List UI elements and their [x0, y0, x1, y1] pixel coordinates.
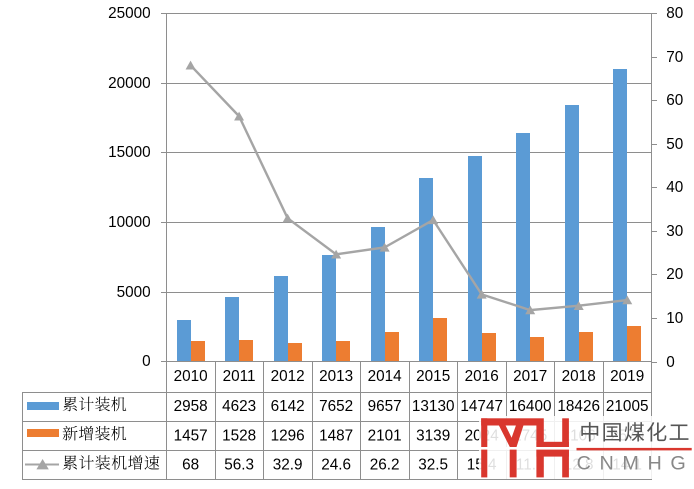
svg-text:25000: 25000 — [108, 5, 151, 22]
svg-text:1487: 1487 — [319, 427, 353, 444]
svg-text:2010: 2010 — [174, 368, 208, 385]
svg-text:2015: 2015 — [416, 368, 450, 385]
svg-text:2012: 2012 — [271, 368, 305, 385]
svg-text:14747: 14747 — [460, 398, 503, 415]
svg-text:70: 70 — [666, 49, 683, 66]
svg-text:24.6: 24.6 — [321, 457, 351, 474]
svg-text:6142: 6142 — [271, 398, 305, 415]
svg-text:20000: 20000 — [108, 75, 151, 92]
svg-text:26.2: 26.2 — [370, 457, 400, 474]
svg-text:2011: 2011 — [223, 368, 256, 385]
svg-text:7652: 7652 — [319, 398, 353, 415]
svg-text:21005: 21005 — [606, 398, 649, 415]
svg-text:68: 68 — [182, 457, 199, 474]
svg-text:4623: 4623 — [222, 398, 256, 415]
svg-text:1457: 1457 — [174, 427, 208, 444]
svg-text:60: 60 — [666, 92, 683, 109]
svg-text:0: 0 — [142, 353, 151, 370]
svg-text:2017: 2017 — [513, 368, 547, 385]
svg-text:2958: 2958 — [174, 398, 208, 415]
svg-text:2016: 2016 — [465, 368, 499, 385]
svg-text:1528: 1528 — [222, 427, 256, 444]
svg-text:56.3: 56.3 — [224, 457, 254, 474]
svg-text:18426: 18426 — [557, 398, 600, 415]
svg-text:50: 50 — [666, 136, 683, 153]
svg-text:13130: 13130 — [412, 398, 455, 415]
svg-text:32.9: 32.9 — [273, 457, 303, 474]
svg-text:5000: 5000 — [117, 284, 151, 301]
svg-text:10: 10 — [666, 310, 683, 327]
svg-text:CNMHG: CNMHG — [577, 453, 694, 475]
svg-text:3139: 3139 — [416, 427, 450, 444]
svg-text:80: 80 — [666, 5, 683, 22]
svg-text:20: 20 — [666, 266, 683, 283]
svg-text:2014: 2014 — [368, 368, 403, 385]
svg-text:9657: 9657 — [368, 398, 402, 415]
svg-text:15000: 15000 — [108, 144, 151, 161]
svg-text:30: 30 — [666, 223, 683, 240]
svg-text:10000: 10000 — [108, 214, 151, 231]
svg-text:2013: 2013 — [319, 368, 353, 385]
svg-text:1296: 1296 — [271, 427, 305, 444]
svg-text:2101: 2101 — [368, 427, 402, 444]
svg-text:2019: 2019 — [610, 368, 644, 385]
svg-text:40: 40 — [666, 179, 683, 196]
svg-text:16400: 16400 — [509, 398, 552, 415]
svg-text:2018: 2018 — [562, 368, 596, 385]
svg-text:0: 0 — [666, 354, 675, 371]
svg-text:32.5: 32.5 — [418, 457, 448, 474]
